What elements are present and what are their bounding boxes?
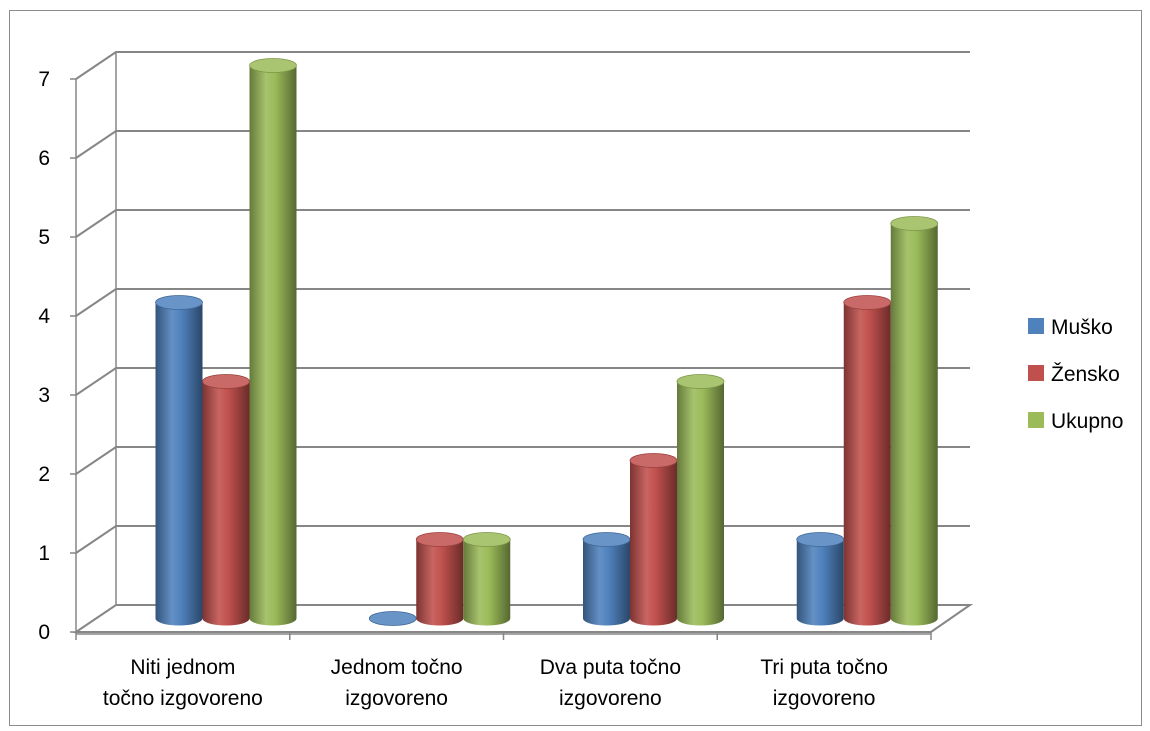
legend-swatch bbox=[1028, 412, 1044, 428]
gridline bbox=[75, 288, 970, 317]
bar-body bbox=[463, 539, 511, 626]
bar bbox=[462, 532, 511, 626]
bar-body bbox=[890, 223, 938, 626]
bar-top bbox=[368, 611, 417, 626]
bar bbox=[202, 374, 250, 626]
bar-top bbox=[582, 532, 631, 547]
bar bbox=[890, 216, 939, 626]
bar-body bbox=[843, 302, 891, 626]
x-category-label: Tri puta točno bbox=[760, 656, 888, 679]
bar bbox=[676, 374, 725, 626]
bar bbox=[155, 295, 203, 626]
x-category-label: Jednom točno bbox=[331, 656, 463, 679]
bar bbox=[415, 532, 464, 626]
gridline bbox=[75, 209, 970, 238]
x-category-label: Niti jednom bbox=[130, 656, 235, 679]
y-tick-label: 1 bbox=[38, 542, 50, 565]
x-category-label: izgovoreno bbox=[559, 687, 662, 710]
bar-top bbox=[202, 374, 250, 389]
y-tick-label: 0 bbox=[38, 621, 50, 644]
y-tick-label: 5 bbox=[38, 226, 50, 249]
bar-body bbox=[677, 381, 724, 626]
y-tick-label: 7 bbox=[38, 68, 50, 91]
chart-floor bbox=[72, 604, 974, 633]
gridline bbox=[75, 51, 970, 80]
bar-top bbox=[155, 295, 203, 310]
bar-top bbox=[890, 216, 939, 231]
bar bbox=[796, 532, 845, 626]
gridline bbox=[75, 130, 970, 159]
bar-body bbox=[155, 302, 203, 626]
x-category-label: točno izgovoreno bbox=[103, 687, 263, 710]
bar-top bbox=[796, 532, 845, 547]
bar-top bbox=[462, 532, 511, 547]
bar-body bbox=[583, 539, 630, 626]
legend-label: Žensko bbox=[1051, 363, 1120, 386]
y-tick-label: 4 bbox=[38, 305, 50, 328]
bar-top bbox=[415, 532, 464, 547]
bar bbox=[582, 532, 631, 626]
bar bbox=[843, 295, 892, 626]
bar-body bbox=[416, 539, 464, 626]
y-tick-label: 6 bbox=[38, 147, 50, 170]
bar-top bbox=[249, 58, 297, 73]
bar bbox=[368, 611, 417, 626]
legend-swatch bbox=[1028, 365, 1044, 381]
bar bbox=[629, 453, 678, 626]
bar-top bbox=[843, 295, 892, 310]
x-category-label: izgovoreno bbox=[773, 687, 876, 710]
bar-top bbox=[676, 374, 725, 389]
bar-body bbox=[202, 381, 250, 626]
legend-swatch bbox=[1028, 318, 1044, 334]
bar-body bbox=[796, 539, 844, 626]
legend-label: Ukupno bbox=[1051, 410, 1123, 433]
bar-body bbox=[249, 65, 297, 626]
y-tick-label: 2 bbox=[38, 463, 50, 486]
bar bbox=[249, 58, 297, 626]
x-category-label: izgovoreno bbox=[345, 687, 448, 710]
legend-label: Muško bbox=[1051, 316, 1113, 339]
bar-body bbox=[630, 460, 677, 626]
bar-top bbox=[629, 453, 678, 468]
y-tick-label: 3 bbox=[38, 384, 50, 407]
x-category-label: Dva puta točno bbox=[540, 656, 681, 679]
